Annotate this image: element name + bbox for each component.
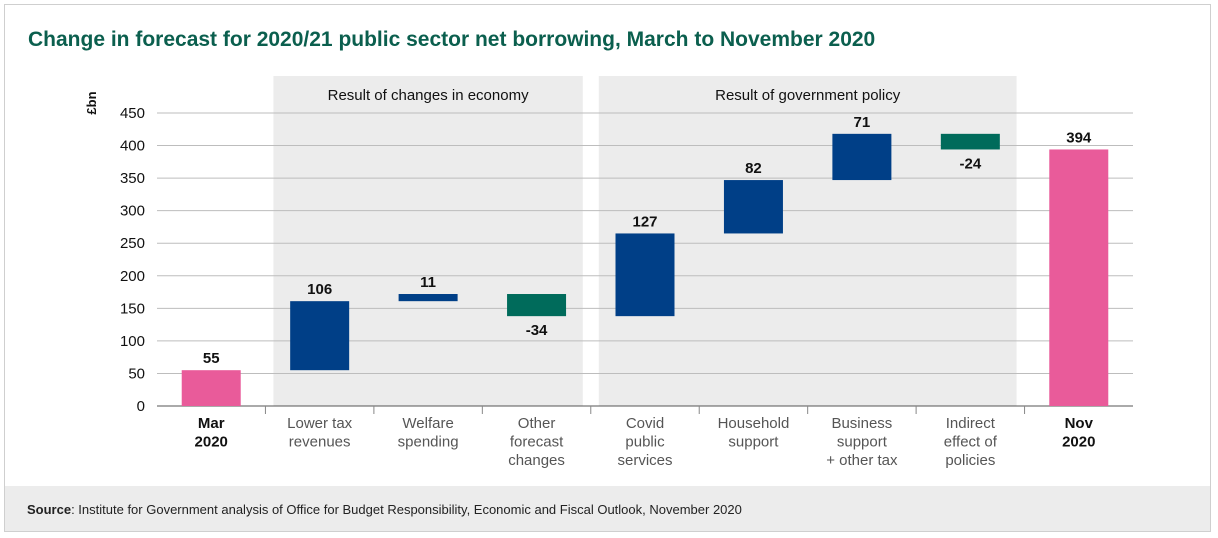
category-label-1: Mar — [198, 415, 225, 432]
y-tick-label: 100 — [120, 333, 145, 350]
category-label-5: Covid — [626, 415, 664, 432]
category-label-9: 2020 — [1062, 434, 1095, 451]
value-label-7: 71 — [854, 114, 871, 131]
value-label-5: 127 — [632, 213, 657, 230]
bar-8 — [940, 133, 1000, 150]
source-text: : Institute for Government analysis of O… — [71, 502, 742, 517]
bar-9 — [1049, 149, 1109, 406]
category-label-3: spending — [398, 434, 459, 451]
category-label-7: Business — [831, 415, 892, 432]
bar-3 — [398, 294, 458, 302]
category-label-7: support — [837, 434, 888, 451]
waterfall-chart: Result of changes in economy Result of go… — [84, 76, 1133, 469]
value-label-8: -24 — [959, 155, 981, 172]
y-axis-label: £bn — [84, 91, 99, 114]
bar-1 — [181, 370, 241, 406]
chart-title: Change in forecast for 2020/21 public se… — [28, 28, 876, 51]
category-label-8: effect of — [944, 434, 998, 451]
category-label-6: support — [728, 434, 779, 451]
category-label-2: revenues — [289, 434, 351, 451]
category-label-2: Lower tax — [287, 415, 353, 432]
y-tick-label: 0 — [137, 398, 145, 415]
y-tick-label: 200 — [120, 268, 145, 285]
group-label-1: Result of changes in economy — [328, 87, 529, 104]
bar-7 — [832, 133, 892, 181]
category-label-4: changes — [508, 452, 565, 469]
y-tick-label: 450 — [120, 105, 145, 122]
source-footer: Source: Institute for Government analysi… — [5, 486, 1210, 531]
value-label-9: 394 — [1066, 129, 1092, 146]
y-tick-label: 150 — [120, 300, 145, 317]
y-tick-label: 400 — [120, 138, 145, 155]
value-label-2: 106 — [307, 281, 332, 298]
category-label-6: Household — [718, 415, 790, 432]
category-label-4: forecast — [510, 434, 564, 451]
category-label-5: public — [625, 434, 665, 451]
value-label-4: -34 — [526, 322, 548, 339]
category-label-1: 2020 — [195, 434, 228, 451]
category-label-8: Indirect — [946, 415, 996, 432]
y-tick-label: 50 — [128, 365, 145, 382]
y-tick-label: 300 — [120, 203, 145, 220]
y-tick-label: 350 — [120, 170, 145, 187]
value-label-6: 82 — [745, 160, 762, 177]
category-label-3: Welfare — [402, 415, 453, 432]
bar-4 — [507, 294, 567, 317]
value-label-1: 55 — [203, 350, 220, 367]
bar-2 — [290, 301, 350, 371]
bar-6 — [723, 180, 783, 234]
source-note: Source: Institute for Government analysi… — [27, 502, 742, 517]
group-label-2: Result of government policy — [715, 87, 901, 104]
category-label-4: Other — [518, 415, 556, 432]
y-tick-label: 250 — [120, 235, 145, 252]
category-label-5: services — [617, 452, 672, 469]
category-label-7: + other tax — [826, 452, 898, 469]
category-label-8: policies — [945, 452, 995, 469]
value-label-3: 11 — [420, 274, 436, 291]
source-label: Source — [27, 502, 72, 517]
category-label-9: Nov — [1065, 415, 1094, 432]
bar-5 — [615, 233, 675, 317]
